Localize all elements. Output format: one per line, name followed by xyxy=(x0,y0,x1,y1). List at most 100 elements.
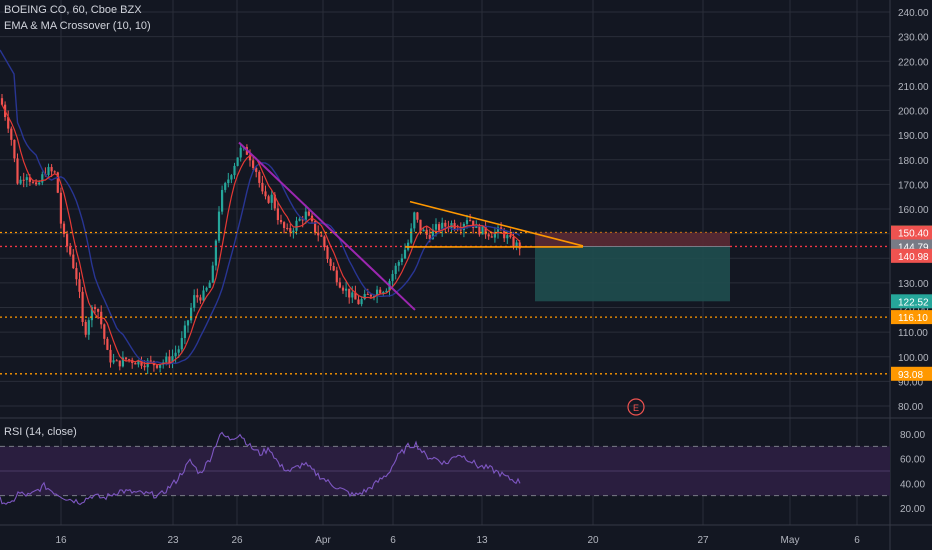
time-tick-label: May xyxy=(781,535,800,546)
candle-body xyxy=(434,224,438,230)
candle-body xyxy=(419,219,422,232)
price-tick-label: 240.00 xyxy=(898,8,929,19)
price-tick-label: 160.00 xyxy=(898,205,929,216)
price-tick-label: 130.00 xyxy=(898,279,929,290)
candle-body xyxy=(279,220,283,223)
candle-body xyxy=(186,320,190,326)
candle-body xyxy=(394,265,397,274)
candle-body xyxy=(230,175,233,180)
candle-body xyxy=(341,287,345,291)
candle-body xyxy=(289,228,292,233)
candle-body xyxy=(0,98,4,105)
time-tick-label: 16 xyxy=(55,535,67,546)
candle-body xyxy=(326,247,329,260)
price-badge xyxy=(891,225,932,240)
candle-body xyxy=(320,235,323,237)
candle-body xyxy=(270,194,273,203)
candle-body xyxy=(506,235,509,239)
price-badge xyxy=(891,366,932,381)
candle-body xyxy=(472,220,475,228)
candle-body xyxy=(314,221,317,233)
candle-body xyxy=(478,225,481,235)
candle-body xyxy=(307,211,310,216)
triangle-upper-line[interactable] xyxy=(409,200,584,247)
time-tick-label: Apr xyxy=(315,535,331,546)
candle-body xyxy=(214,240,217,266)
candle-body xyxy=(115,360,118,362)
candle-body xyxy=(354,292,357,300)
candle-body xyxy=(496,227,500,233)
candle-body xyxy=(38,182,41,185)
candle-body xyxy=(366,294,369,296)
price-badge xyxy=(891,248,932,263)
candle-body xyxy=(221,189,224,212)
candle-body xyxy=(31,181,35,183)
earnings-event-label: E xyxy=(633,403,639,413)
candle-body xyxy=(252,160,255,168)
candle-body xyxy=(159,364,162,368)
price-tick-label: 110.00 xyxy=(898,328,928,339)
candle-body xyxy=(410,228,413,243)
candle-body xyxy=(441,222,444,231)
symbol-legend[interactable]: BOEING CO, 60, Cboe BZX xyxy=(4,4,142,16)
candle-body xyxy=(50,167,53,172)
price-tick-label: 80.00 xyxy=(898,402,923,413)
rsi-line xyxy=(0,431,521,506)
candle-body xyxy=(459,229,462,231)
time-tick-label: 13 xyxy=(476,535,488,546)
candle-body xyxy=(351,292,354,298)
candle-body xyxy=(438,224,441,231)
candle-body xyxy=(301,218,304,221)
candle-body xyxy=(106,338,109,350)
price-tick-label: 100.00 xyxy=(898,353,929,364)
candle-body xyxy=(357,299,360,305)
candle-body xyxy=(487,234,490,237)
candle-body xyxy=(397,262,400,266)
candle-body xyxy=(261,182,264,192)
take-profit-zone[interactable] xyxy=(535,246,730,302)
price-badge-label: 122.52 xyxy=(898,297,929,308)
candle-body xyxy=(93,306,97,310)
candle-body xyxy=(338,282,341,288)
candle-body xyxy=(190,307,193,321)
indicator-legend[interactable]: EMA & MA Crossover (10, 10) xyxy=(4,20,151,32)
candle-body xyxy=(518,242,521,249)
candle-body xyxy=(317,232,320,236)
candle-body xyxy=(10,128,13,140)
purple-trendline[interactable] xyxy=(238,141,416,311)
price-tick-label: 120.00 xyxy=(898,304,929,315)
candle-body xyxy=(292,230,295,233)
candle-body xyxy=(97,309,100,312)
candle-body xyxy=(422,229,425,232)
candle-body xyxy=(348,288,351,298)
candle-body xyxy=(298,218,301,221)
candle-body xyxy=(53,171,56,173)
candle-body xyxy=(379,289,382,294)
candle-body xyxy=(35,182,38,185)
candle-body xyxy=(258,171,261,183)
candle-body xyxy=(205,287,208,291)
candle-body xyxy=(255,167,258,172)
candle-body xyxy=(174,352,177,357)
time-tick-label: 26 xyxy=(231,535,243,546)
candle-body xyxy=(137,360,140,365)
earnings-event-marker[interactable] xyxy=(627,398,645,416)
candle-body xyxy=(171,356,174,364)
candle-body xyxy=(143,365,146,368)
candle-body xyxy=(475,225,478,228)
candle-body xyxy=(233,165,236,176)
candle-body xyxy=(75,268,78,280)
candle-body xyxy=(109,349,112,363)
candle-body xyxy=(400,258,403,263)
price-badge-label: 150.40 xyxy=(898,229,929,240)
rsi-tick-label: 40.00 xyxy=(900,479,925,490)
candle-body xyxy=(363,294,366,300)
rsi-legend[interactable]: RSI (14, close) xyxy=(4,426,77,438)
candle-body xyxy=(248,154,252,161)
candle-body xyxy=(168,356,171,364)
stop-loss-zone[interactable] xyxy=(535,232,730,247)
candle-body xyxy=(267,196,270,203)
candle-body xyxy=(413,212,416,229)
